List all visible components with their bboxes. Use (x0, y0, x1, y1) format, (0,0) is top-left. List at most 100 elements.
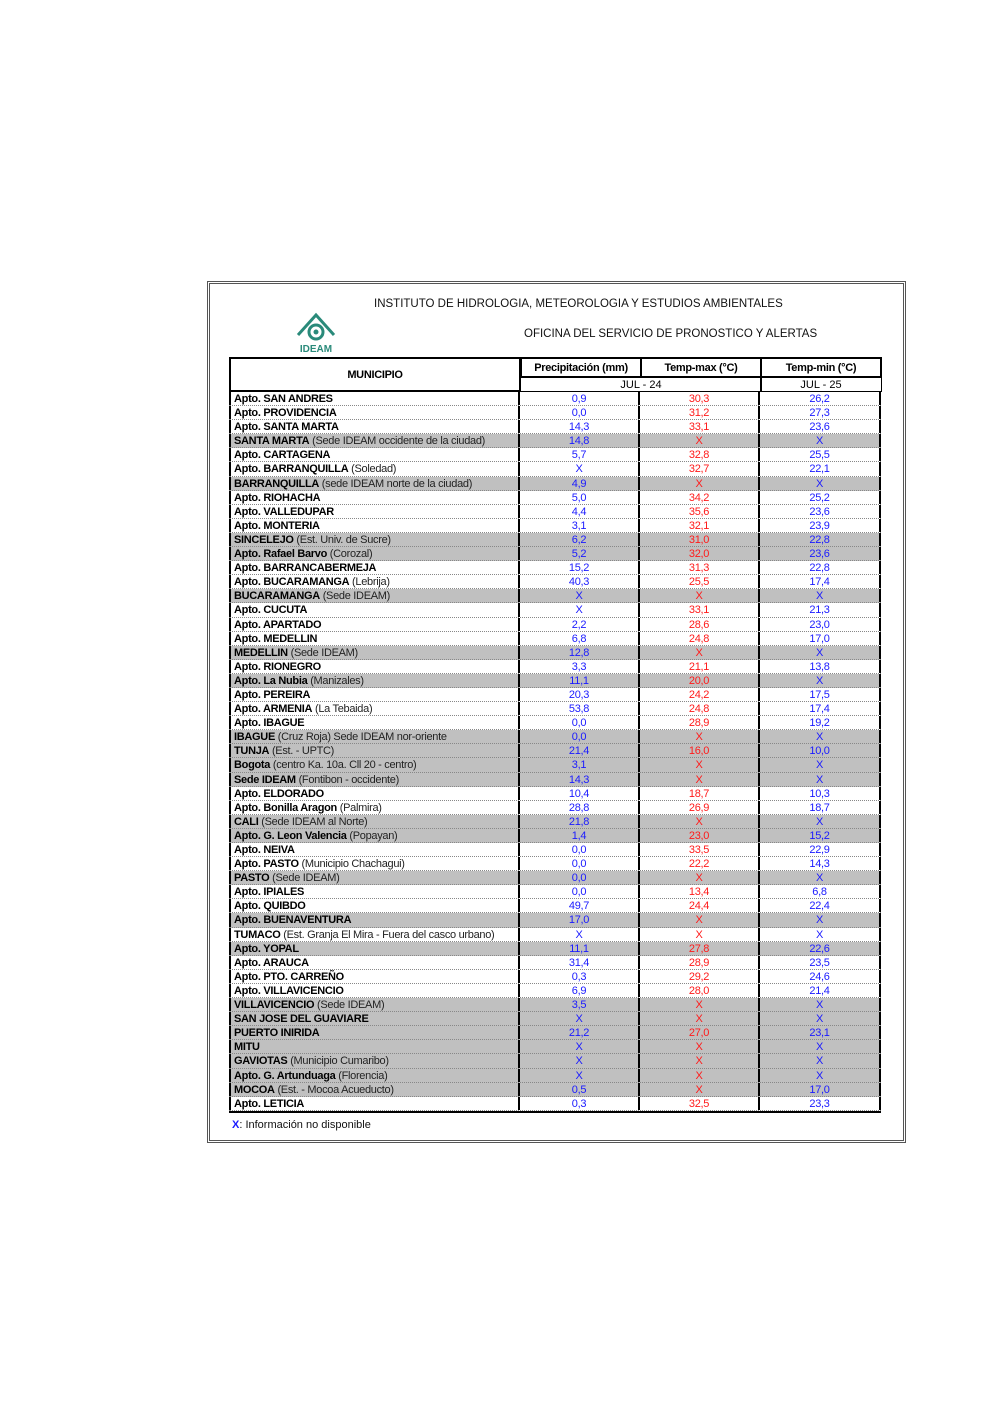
station-detail: (Sede IDEAM) (317, 999, 385, 1012)
station-name: TUNJA (234, 745, 270, 758)
precip-cell: 5,2 (520, 547, 640, 561)
station-name: SINCELEJO (234, 533, 294, 546)
station-name: Apto. Bonilla Aragon (234, 801, 337, 814)
tmin-cell: X (760, 814, 881, 828)
precip-cell: 21,8 (520, 814, 640, 828)
municipio-cell: Sede IDEAM (Fontibon - occidente) (229, 772, 520, 786)
tmax-cell: 34,2 (640, 490, 760, 504)
tmin-cell: 23,1 (760, 1026, 881, 1040)
municipio-cell: Apto. VILLAVICENCIO (229, 983, 520, 998)
table-row: TUMACO (Est. Granja El Mira - Fuera del … (229, 927, 881, 942)
tmin-cell: 22,8 (760, 532, 881, 547)
tmin-cell: X (760, 1040, 881, 1054)
tmax-cell: X (640, 927, 760, 941)
tmax-cell: 23,0 (640, 828, 760, 842)
station-detail: (Manizales) (310, 674, 364, 687)
precip-cell: 6,9 (520, 983, 640, 998)
tmin-cell: 22,9 (760, 843, 881, 857)
station-detail: (Est. Granja El Mira - Fuera del casco u… (283, 928, 495, 941)
precip-cell: 0,0 (520, 871, 640, 885)
tmin-cell: 19,2 (760, 716, 881, 730)
tmax-cell: 27,0 (640, 1026, 760, 1040)
tmax-cell: 31,0 (640, 532, 760, 547)
tmin-cell: 26,2 (760, 392, 881, 406)
municipio-cell: GAVIOTAS (Municipio Cumaribo) (229, 1054, 520, 1068)
station-name: Apto. La Nubia (234, 674, 308, 687)
station-name: PASTO (234, 872, 270, 885)
table-row: Apto. G. Leon Valencia (Popayan) 1,4 23,0 1… (229, 828, 881, 843)
table-row: Apto. PTO. CARREÑO 0,3 29,2 24,6 (229, 969, 881, 984)
precip-cell: 0,0 (520, 730, 640, 744)
tmax-cell: 32,5 (640, 1096, 760, 1110)
tmax-cell: 32,0 (640, 547, 760, 561)
precip-cell: 3,3 (520, 659, 640, 673)
tmax-cell: 18,7 (640, 786, 760, 800)
table-row: Apto. YOPAL 11,1 27,8 22,6 (229, 941, 881, 956)
precip-cell: X (520, 1068, 640, 1082)
tmin-cell: 17,0 (760, 631, 881, 645)
tmax-cell: 31,2 (640, 406, 760, 420)
precip-cell: X (520, 1054, 640, 1068)
footer-symbol: X (232, 1119, 240, 1131)
station-name: SANTA MARTA (234, 435, 310, 448)
precip-cell: 4,4 (520, 504, 640, 518)
station-name: PUERTO INIRIDA (234, 1027, 320, 1040)
table-row: Apto. RIONEGRO 3,3 21,1 13,8 (229, 659, 881, 674)
tmin-cell: 17,4 (760, 575, 881, 589)
tmin-cell: 22,1 (760, 462, 881, 476)
municipio-cell: Apto. PEREIRA (229, 687, 520, 702)
station-name: Apto. MONTERIA (234, 519, 320, 532)
station-detail: (Corozal) (329, 548, 373, 561)
station-detail: (Lebrija) (352, 576, 390, 589)
tmax-cell: 22,2 (640, 857, 760, 871)
table-row: Apto. VALLEDUPAR 4,4 35,6 23,6 (229, 504, 881, 519)
table-row: MEDELLIN (Sede IDEAM) 12,8 X X (229, 645, 881, 660)
table-row: Apto. BARRANQUILLA (Soledad) X 32,7 22,1 (229, 462, 881, 477)
municipio-cell: Apto. YOPAL (229, 941, 520, 955)
municipio-cell: Apto. LETICIA (229, 1096, 520, 1110)
municipio-cell: Apto. IPIALES (229, 885, 520, 899)
tmin-cell: 14,3 (760, 857, 881, 871)
station-name: Apto. ARMENIA (234, 703, 313, 716)
table-row: Apto. APARTADO 2,2 28,6 23,0 (229, 617, 881, 632)
station-name: Apto. CARTAGENA (234, 449, 331, 462)
precip-cell: 5,0 (520, 490, 640, 504)
station-detail: (Sede IDEAM) (290, 646, 359, 659)
institute-title: INSTITUTO DE HIDROLOGIA, METEOROLOGIA Y … (374, 298, 783, 310)
municipio-cell: SANTA MARTA (Sede IDEAM occidente de la … (229, 434, 520, 448)
precip-cell: 49,7 (520, 899, 640, 913)
precip-cell: 20,3 (520, 687, 640, 702)
table-row: CALI (Sede IDEAM al Norte) 21,8 X X (229, 814, 881, 829)
municipio-cell: BUCARAMANGA (Sede IDEAM) (229, 589, 520, 603)
tmax-cell: 24,2 (640, 687, 760, 702)
precip-cell: 15,2 (520, 561, 640, 575)
tmax-cell: 30,3 (640, 392, 760, 406)
tmax-cell: 24,8 (640, 702, 760, 716)
station-name: Apto. SAN ANDRES (234, 393, 333, 405)
municipio-cell: Apto. PTO. CARREÑO (229, 969, 520, 983)
precip-cell: 12,8 (520, 645, 640, 659)
station-detail: (Municipio Chachagui) (301, 858, 405, 871)
data-table: Apto. SAN ANDRES 0,9 30,3 26,2 Apto. PROVID… (229, 392, 881, 1113)
tmin-cell: 22,8 (760, 561, 881, 575)
table-row: Apto. IPIALES 0,0 13,4 6,8 (229, 885, 881, 900)
tmax-cell: 33,1 (640, 603, 760, 617)
table-row: Apto. CUCUTA X 33,1 21,3 (229, 603, 881, 618)
station-name: MEDELLIN (234, 646, 288, 659)
station-name: Apto. BARRANQUILLA (234, 463, 349, 476)
municipio-cell: PUERTO INIRIDA (229, 1026, 520, 1040)
municipio-cell: PASTO (Sede IDEAM) (229, 871, 520, 885)
precip-cell: 0,0 (520, 857, 640, 871)
tmax-cell: 27,8 (640, 941, 760, 955)
municipio-cell: Apto. Rafael Barvo (Corozal) (229, 547, 520, 561)
tmax-cell: 16,0 (640, 744, 760, 758)
tmin-cell: X (760, 673, 881, 687)
tmax-cell: 33,5 (640, 843, 760, 857)
station-detail: (Est. - UPTC) (271, 745, 335, 758)
station-detail: (Sede IDEAM al Norte) (261, 815, 368, 828)
municipio-cell: MOCOA (Est. - Mocoa Acueducto) (229, 1082, 520, 1096)
station-detail: (sede IDEAM norte de la ciudad) (321, 477, 473, 490)
tmax-cell: X (640, 1040, 760, 1054)
tmin-cell: 27,3 (760, 406, 881, 420)
municipio-cell: Apto. MONTERIA (229, 518, 520, 532)
